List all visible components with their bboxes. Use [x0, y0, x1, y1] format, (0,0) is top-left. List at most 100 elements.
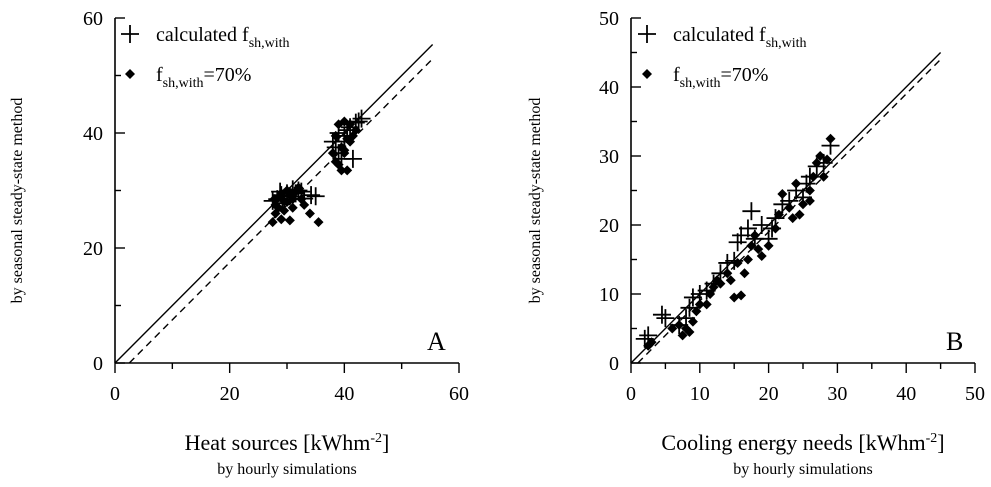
seventy-percent-point — [722, 268, 733, 279]
seventy-percent-point — [336, 165, 347, 176]
y-tick-label: 20 — [599, 215, 619, 237]
seventy-percent-point — [701, 299, 712, 310]
seventy-percent-point — [691, 306, 702, 317]
legend-plus-marker — [638, 25, 656, 43]
seventy-percent-point — [749, 230, 760, 241]
seventy-percent-point — [299, 199, 310, 210]
seventy-percent-point — [694, 299, 705, 310]
calculated-point — [352, 109, 371, 128]
seventy-percent-point — [646, 337, 657, 348]
seventy-percent-point — [677, 330, 688, 341]
seventy-percent-point — [725, 275, 736, 286]
seventy-percent-point — [267, 217, 278, 228]
seventy-percent-point — [313, 217, 324, 228]
seventy-percent-point — [770, 223, 781, 234]
seventy-percent-point — [276, 214, 287, 225]
data-points-b — [635, 133, 840, 351]
x-tick-label: 0 — [626, 383, 636, 405]
seventy-percent-point — [705, 289, 716, 299]
axes-a — [114, 17, 460, 373]
seventy-percent-point — [784, 202, 795, 213]
seventy-percent-point — [773, 209, 784, 220]
seventy-percent-point — [304, 208, 315, 219]
chart-panel-b: 0 10 20 30 40 50 0 10 20 30 40 50 calculated fsh,wi… — [527, 8, 985, 478]
seventy-percent-point — [684, 326, 695, 337]
seventy-percent-point — [753, 244, 764, 255]
calculated-point — [742, 202, 761, 221]
seventy-percent-point — [811, 157, 822, 168]
seventy-percent-point — [808, 171, 819, 182]
y-tick-label: 40 — [83, 123, 103, 145]
x-tick-label: 50 — [965, 383, 985, 405]
x-axis-label-b: Cooling energy needs [kWhm-2] — [661, 430, 944, 455]
x-tick-label: 20 — [220, 383, 240, 405]
seventy-percent-point — [798, 199, 808, 210]
legend-plus-marker — [121, 25, 139, 43]
seventy-percent-point — [287, 202, 298, 213]
seventy-percent-point — [746, 240, 757, 251]
seventy-percent-point — [736, 290, 747, 301]
x-tick-label: 60 — [449, 383, 469, 405]
calculated-point — [652, 305, 671, 324]
calculated-point — [306, 187, 325, 206]
seventy-percent-point — [804, 195, 815, 206]
seventy-percent-point — [777, 188, 788, 199]
y-tick-label: 50 — [599, 8, 619, 30]
y-tick-label: 0 — [609, 353, 619, 375]
seventy-percent-point — [687, 316, 698, 327]
y-axis-label-a: by seasonal steady-state method — [9, 98, 26, 304]
seventy-percent-point — [739, 268, 750, 279]
y-axis-label-b: by seasonal steady-state method — [527, 98, 544, 304]
seventy-percent-point — [756, 251, 767, 262]
seventy-percent-point — [787, 213, 798, 224]
y-tick-label: 10 — [599, 284, 619, 306]
x-tick-label: 10 — [690, 383, 710, 405]
x-tick-label: 40 — [334, 383, 354, 405]
seventy-percent-point — [674, 320, 685, 331]
calculated-point — [656, 309, 675, 328]
seventy-percent-point — [763, 240, 774, 251]
y-tick-label: 20 — [83, 238, 103, 260]
seventy-percent-point — [269, 194, 280, 205]
x-axis-label-a: Heat sources [kWhm-2] — [185, 430, 390, 455]
x-tick-label: 40 — [896, 383, 916, 405]
legend-entry-calculated: calculated fsh,with — [156, 24, 290, 51]
legend-entry-calculated: calculated fsh,with — [673, 24, 807, 51]
seventy-percent-point — [815, 151, 826, 161]
seventy-percent-point — [667, 323, 678, 334]
seventy-percent-point — [818, 171, 829, 182]
legend-entry-70-percent: fsh,with=70% — [673, 64, 768, 91]
seventy-percent-point — [327, 148, 338, 159]
panel-label-a: A — [427, 327, 446, 356]
y-tick-label: 0 — [93, 353, 103, 375]
calculated-point — [343, 149, 362, 168]
seventy-percent-point — [732, 257, 743, 268]
seventy-percent-point — [822, 154, 833, 165]
legend-diamond-marker — [125, 69, 135, 79]
tick-labels-a: 0 20 40 60 0 20 40 60 — [83, 8, 469, 405]
seventy-percent-point — [742, 254, 753, 265]
x-axis-sublabel-a: by hourly simulations — [217, 461, 357, 478]
seventy-percent-point — [284, 215, 295, 226]
data-points-a — [263, 109, 371, 228]
legend-diamond-marker — [642, 69, 652, 79]
seventy-percent-point — [293, 182, 304, 193]
y-tick-label: 60 — [83, 8, 103, 30]
seventy-percent-point — [287, 194, 298, 205]
panel-label-b: B — [946, 327, 963, 356]
seventy-percent-point — [804, 185, 815, 196]
chart-panel-a: 0 20 40 60 0 20 40 60 calculated fsh,with fsh,wi… — [9, 8, 469, 478]
y-tick-label: 40 — [599, 77, 619, 99]
seventy-percent-point — [715, 278, 726, 289]
seventy-percent-point — [708, 282, 719, 293]
legend-b: calculated fsh,with fsh,with=70% — [638, 24, 807, 91]
axes-b — [630, 17, 976, 373]
x-tick-label: 20 — [759, 383, 779, 405]
seventy-percent-point — [330, 130, 341, 141]
legend-entry-70-percent: fsh,with=70% — [156, 64, 251, 91]
calculated-point — [349, 112, 368, 131]
seventy-percent-point — [342, 165, 353, 176]
seventy-percent-point — [825, 133, 836, 144]
seventy-percent-point — [339, 148, 350, 159]
seventy-percent-point — [345, 119, 356, 130]
